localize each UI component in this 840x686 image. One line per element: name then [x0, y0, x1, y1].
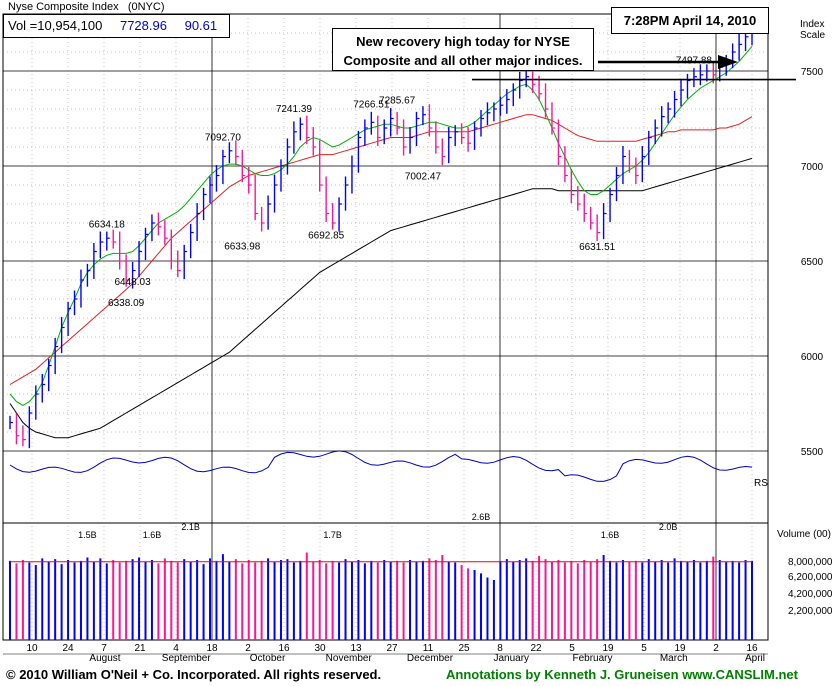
month-label: February: [572, 653, 612, 664]
date-tick-label: 24: [62, 643, 74, 654]
price-label: 6631.51: [579, 242, 616, 253]
month-label: April: [745, 653, 765, 664]
date-tick-label: 22: [530, 643, 542, 654]
date-tick-label: 27: [386, 643, 398, 654]
price-label: 6448.03: [115, 277, 152, 288]
ma50-line: [9, 45, 753, 406]
date-tick-label: 16: [746, 643, 758, 654]
chart-border: [2, 13, 769, 641]
price-label: 7266.51: [353, 99, 390, 110]
month-label: December: [407, 653, 454, 664]
annotation-arrow: [472, 55, 796, 81]
volume-tick-label: 2,200,000: [788, 606, 833, 617]
price-label: 6634.18: [89, 220, 126, 231]
timestamp-box: 7:28PM April 14, 2010: [611, 7, 769, 34]
annotation-line-2: Composite and all other major indices.: [343, 53, 583, 68]
price-tick-label: 7000: [801, 162, 824, 173]
arrow-head: [718, 55, 738, 69]
date-tick-label: 11: [423, 643, 434, 654]
long-ma-line: [9, 157, 753, 439]
month-label: January: [493, 653, 529, 664]
index-name: Nyse Composite Index: [8, 1, 119, 13]
date-tick-label: 7: [101, 643, 107, 654]
date-tick-label: 5: [641, 643, 647, 654]
volume-peak-label: 1.7B: [323, 530, 342, 540]
annotations-credit: Annotations by Kenneth J. Gruneisen www.…: [446, 667, 798, 682]
month-label: September: [162, 653, 212, 664]
volume-peak-label: 2.1B: [181, 522, 200, 532]
volume-tick-label: 8,000,000: [788, 557, 833, 568]
price-label: 6338.09: [108, 298, 145, 309]
price-annotations: 6634.18 6338.09 6448.03 7092.70 6633.98 7241.…: [89, 55, 713, 308]
date-tick-label: 19: [602, 643, 614, 654]
volume-peak-label: 1.6B: [143, 530, 162, 540]
moving-average-lines: [9, 45, 753, 439]
month-label: August: [89, 653, 120, 664]
price-label: 7241.39: [276, 104, 313, 115]
price-tick-label: 6500: [801, 257, 824, 268]
price-tick-label: 7500: [801, 67, 824, 78]
chart-frame: [2, 13, 769, 655]
date-tick-label: 30: [314, 643, 326, 654]
index-title-row: Nyse Composite Index (0NYC): [8, 1, 165, 13]
price-label: 7092.70: [205, 132, 242, 143]
price-label: 6692.85: [308, 230, 345, 241]
change-readout: 90.61: [184, 18, 218, 33]
rs-line-path: [9, 450, 753, 482]
volume-peak-label: 1.5B: [78, 530, 97, 540]
date-tick-label: 4: [173, 643, 179, 654]
volume-peak-label: 1.6B: [601, 530, 620, 540]
volume-tick-label: 4,200,000: [788, 589, 833, 600]
date-tick-label: 25: [458, 643, 470, 654]
annotation-box: New recovery high today for NYSE Composi…: [332, 28, 594, 71]
volume-bars: 1.5B 1.6B 2.1B 1.7B 2.6B 1.6B 2.0B: [9, 512, 753, 640]
price-label: 7002.47: [405, 172, 442, 183]
date-tick-label: 16: [278, 643, 290, 654]
index-scale-label: Index: [800, 19, 824, 30]
ma200-line: [9, 114, 753, 385]
volume-readout: Vol =10,954,100: [8, 18, 103, 33]
grid-lines: [3, 14, 768, 640]
rs-label: RS: [754, 478, 768, 489]
date-tick-label: 21: [134, 643, 146, 654]
rs-line: RS: [9, 450, 768, 489]
date-tick-label: 8: [497, 643, 503, 654]
date-tick-label: 2: [713, 643, 719, 654]
volume-peak-label: 2.0B: [659, 522, 678, 532]
price-tick-label: 5500: [801, 447, 824, 458]
date-tick-label: 18: [206, 643, 218, 654]
volume-axis-label: Volume (00): [777, 529, 831, 540]
price-readout: 7728.96: [119, 18, 167, 33]
month-label: November: [326, 653, 373, 664]
price-bars: [9, 18, 755, 449]
annotation-line-1: New recovery high today for NYSE: [356, 34, 570, 49]
date-tick-label: 19: [674, 643, 686, 654]
volume-price-box: Vol =10,954,100 7728.96 90.61: [3, 14, 230, 38]
date-tick-label: 10: [26, 643, 38, 654]
price-tick-label: 6000: [801, 352, 824, 363]
date-tick-label: 2: [245, 643, 251, 654]
index-scale-label: Scale: [800, 30, 825, 41]
price-label: 7285.67: [379, 96, 416, 107]
volume-peak-label: 2.6B: [472, 512, 491, 522]
copyright-text: © 2010 William O'Neil + Co. Incorporated…: [6, 667, 382, 682]
date-tick-label: 13: [350, 643, 362, 654]
month-label: March: [660, 653, 688, 664]
volume-tick-label: 6,200,000: [788, 572, 833, 583]
month-label: October: [250, 653, 286, 664]
price-label: 6633.98: [224, 242, 261, 253]
date-tick-label: 5: [569, 643, 575, 654]
index-symbol: (0NYC): [127, 1, 165, 13]
